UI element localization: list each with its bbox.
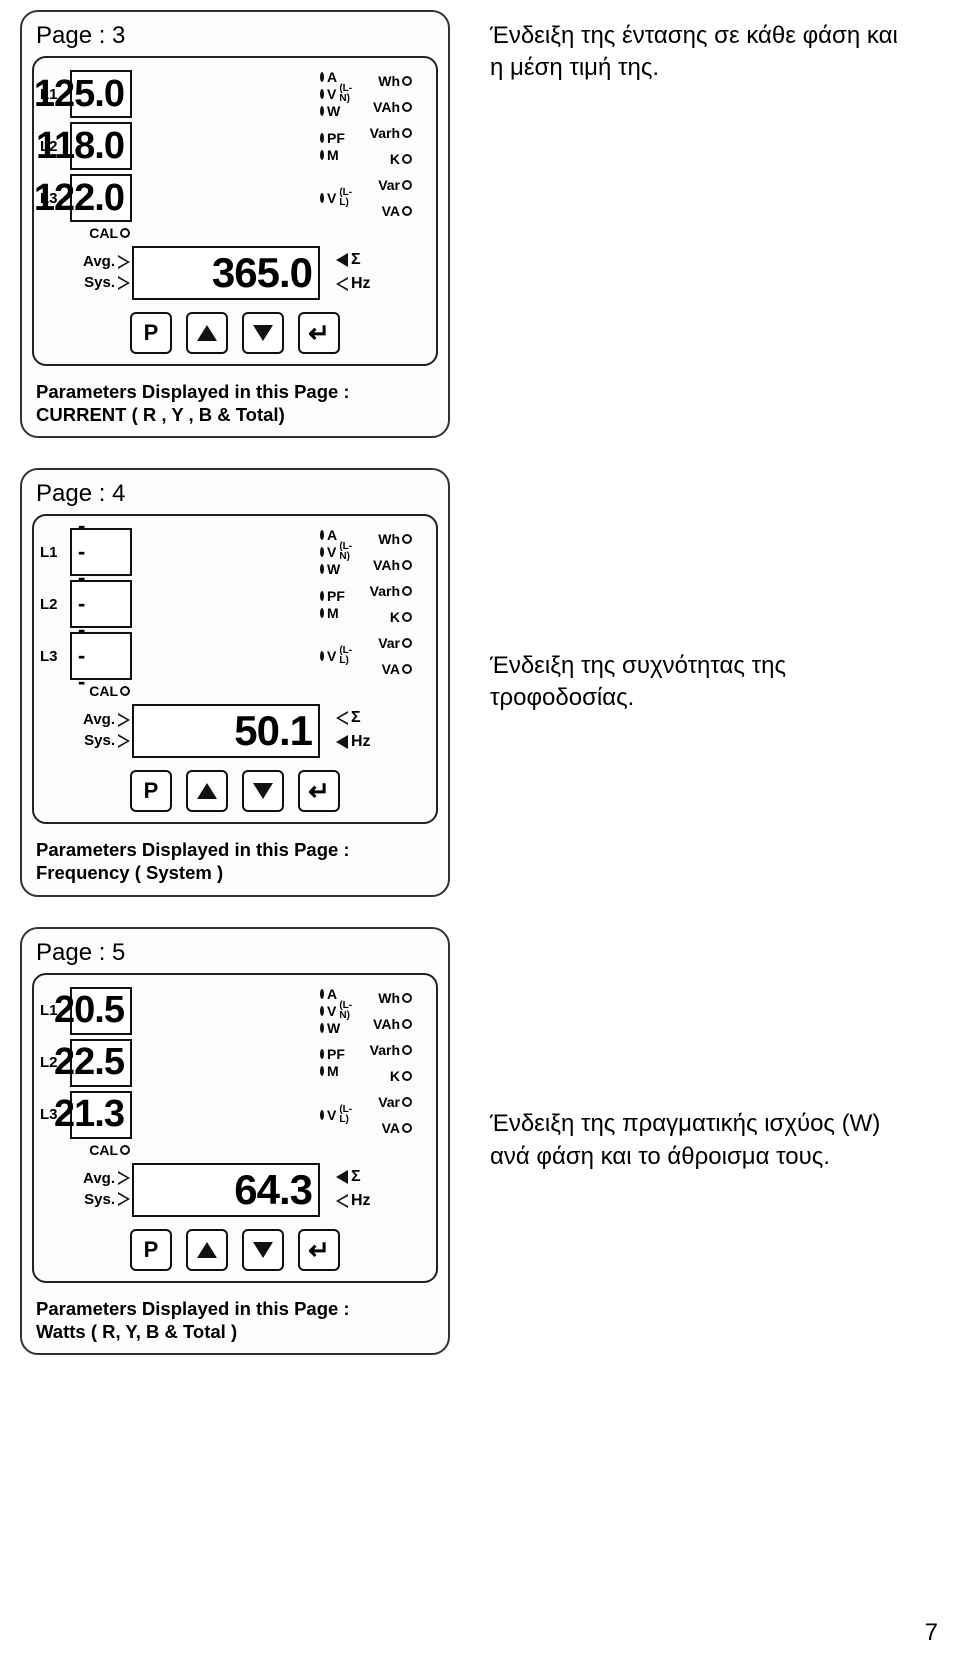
button-row: P ↵	[40, 1229, 430, 1271]
hz-indicator: Hz	[334, 1192, 414, 1210]
right-indicator: PF	[320, 588, 334, 604]
right-indicator: M	[320, 1063, 334, 1079]
right-indicator: W	[320, 561, 334, 577]
right-indicator: V(L-L)	[320, 1107, 334, 1123]
avg-label: Avg.	[83, 253, 132, 270]
avg-label: Avg.	[83, 1170, 132, 1187]
sigma-indicator: Σ	[334, 709, 414, 727]
display-sum: 365.0	[132, 246, 320, 300]
meter-display: L1 Wh - - - AV(L-N)W VAh L2 Varh - - - P…	[32, 514, 438, 824]
right-indicator: A	[320, 527, 334, 543]
p-button[interactable]: P	[130, 1229, 172, 1271]
right-indicator: V(L-N)	[320, 86, 334, 102]
enter-button[interactable]: ↵	[298, 770, 340, 812]
param-text: Parameters Displayed in this Page :CURRE…	[32, 380, 438, 426]
sigma-indicator: Σ	[334, 1168, 414, 1186]
up-button[interactable]	[186, 770, 228, 812]
panel-caption: Ένδειξη της έντασης σε κάθε φάση και η μ…	[450, 10, 910, 85]
hz-indicator: Hz	[334, 275, 414, 293]
button-row: P ↵	[40, 312, 430, 354]
display-l1: 125.0	[70, 70, 132, 118]
display-sum: 64.3	[132, 1163, 320, 1217]
sys-label: Sys.	[84, 274, 132, 291]
display-l2: 22.5	[70, 1039, 132, 1087]
meter-display: L1 Wh 20.5 AV(L-N)W VAh L2 Varh 22.5 PFM	[32, 973, 438, 1283]
avg-label: Avg.	[83, 711, 132, 728]
meter-display: L1 Wh 125.0 AV(L-N)W VAh L2 Varh 118.0 P…	[32, 56, 438, 366]
right-indicator: M	[320, 147, 334, 163]
enter-button[interactable]: ↵	[298, 312, 340, 354]
right-indicator: A	[320, 986, 334, 1002]
display-l1: 20.5	[70, 987, 132, 1035]
display-l2: 118.0	[70, 122, 132, 170]
button-row: P ↵	[40, 770, 430, 812]
display-l3: - - -	[70, 632, 132, 680]
meter-panel-2: Page : 5 L1 Wh 20.5 AV(L-N)W VAh L2 Varh…	[20, 927, 450, 1355]
p-button[interactable]: P	[130, 770, 172, 812]
p-button[interactable]: P	[130, 312, 172, 354]
right-indicator: V(L-L)	[320, 190, 334, 206]
right-indicator: A	[320, 69, 334, 85]
hz-indicator: Hz	[334, 733, 414, 751]
page-label: Page : 4	[36, 480, 438, 508]
down-button[interactable]	[242, 1229, 284, 1271]
right-indicator: V(L-L)	[320, 648, 334, 664]
page-label: Page : 5	[36, 939, 438, 967]
panel-caption: Ένδειξη της συχνότητας της τροφοδοσίας.	[450, 650, 910, 715]
right-indicator: V(L-N)	[320, 1003, 334, 1019]
right-indicator: V(L-N)	[320, 544, 334, 560]
right-indicator: W	[320, 103, 334, 119]
display-sum: 50.1	[132, 704, 320, 758]
sys-label: Sys.	[84, 1191, 132, 1208]
param-text: Parameters Displayed in this Page :Frequ…	[32, 838, 438, 884]
param-text: Parameters Displayed in this Page :Watts…	[32, 1297, 438, 1343]
display-l3: 122.0	[70, 174, 132, 222]
sigma-indicator: Σ	[334, 251, 414, 269]
right-indicator: W	[320, 1020, 334, 1036]
right-indicator: PF	[320, 1046, 334, 1062]
down-button[interactable]	[242, 312, 284, 354]
right-indicator: PF	[320, 130, 334, 146]
right-indicator: M	[320, 605, 334, 621]
page-number-footer: 7	[925, 1619, 938, 1647]
up-button[interactable]	[186, 312, 228, 354]
page-label: Page : 3	[36, 22, 438, 50]
meter-panel-0: Page : 3 L1 Wh 125.0 AV(L-N)W VAh L2 Var…	[20, 10, 450, 438]
enter-button[interactable]: ↵	[298, 1229, 340, 1271]
sys-label: Sys.	[84, 732, 132, 749]
down-button[interactable]	[242, 770, 284, 812]
meter-panel-1: Page : 4 L1 Wh - - - AV(L-N)W VAh L2 Var…	[20, 468, 450, 896]
panel-caption: Ένδειξη της πραγματικής ισχύος (W) ανά φ…	[450, 1108, 910, 1173]
display-l3: 21.3	[70, 1091, 132, 1139]
up-button[interactable]	[186, 1229, 228, 1271]
